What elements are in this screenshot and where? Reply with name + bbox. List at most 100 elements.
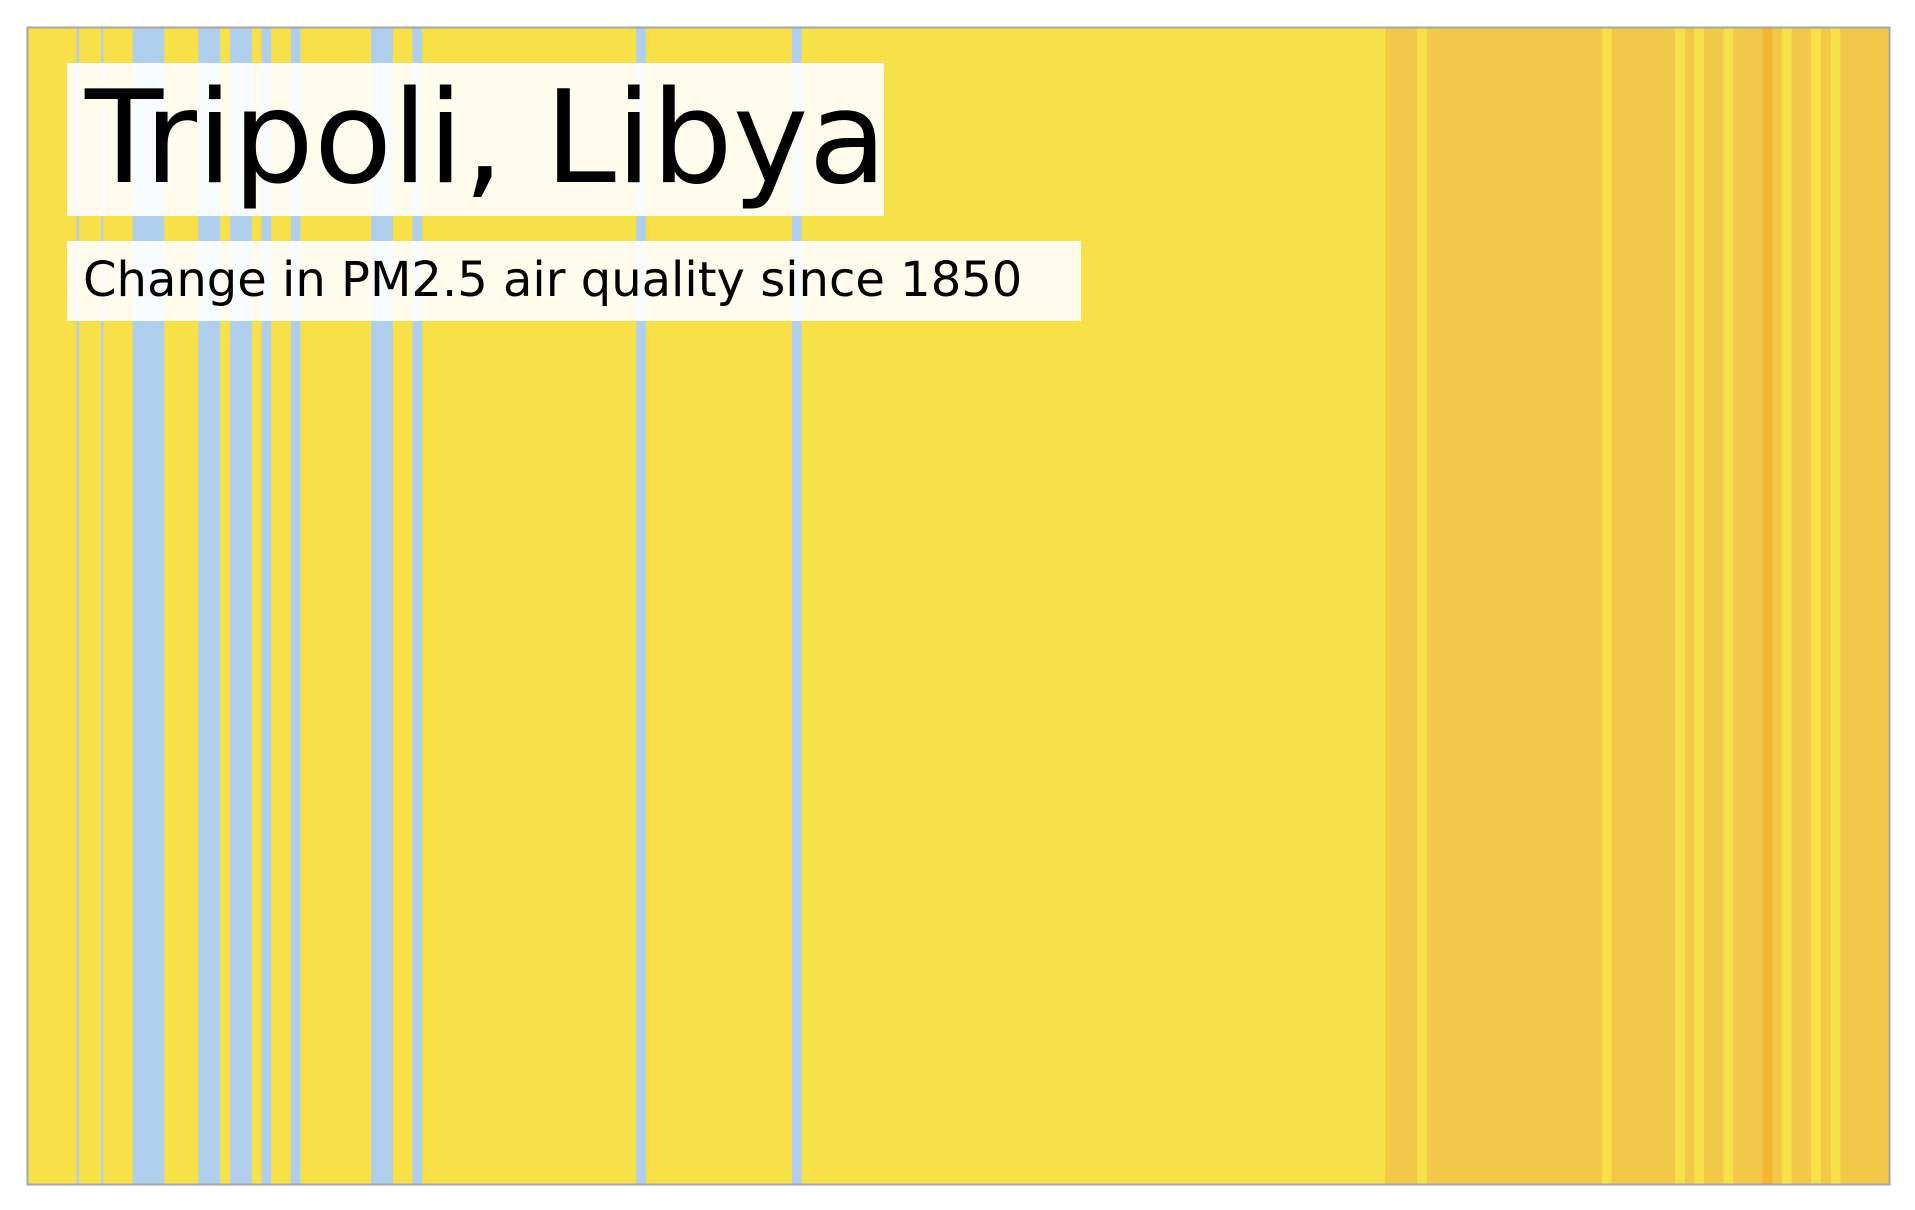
stripe-2130 bbox=[709, 28, 713, 1184]
stripe-2279 bbox=[1071, 28, 1075, 1184]
stripe-2166 bbox=[796, 28, 800, 1184]
stripe-2186 bbox=[845, 28, 849, 1184]
stripe-2019 bbox=[439, 28, 443, 1184]
stripe-1851 bbox=[30, 28, 34, 1184]
stripe-2481 bbox=[1563, 28, 1567, 1184]
stripe-2449 bbox=[1485, 28, 1489, 1184]
stripe-2536 bbox=[1696, 28, 1700, 1184]
stripe-2545 bbox=[1718, 28, 1722, 1184]
stripe-1969 bbox=[317, 28, 321, 1184]
stripe-2495 bbox=[1597, 28, 1601, 1184]
stripe-1963 bbox=[302, 28, 306, 1184]
stripe-2344 bbox=[1229, 28, 1233, 1184]
stripe-2305 bbox=[1134, 28, 1138, 1184]
stripe-2432 bbox=[1443, 28, 1447, 1184]
stripe-1966 bbox=[310, 28, 314, 1184]
stripe-2399 bbox=[1363, 28, 1367, 1184]
stripe-2294 bbox=[1108, 28, 1112, 1184]
stripe-2278 bbox=[1069, 28, 1073, 1184]
stripe-2174 bbox=[816, 28, 820, 1184]
stripe-2047 bbox=[507, 28, 511, 1184]
stripe-2277 bbox=[1066, 28, 1070, 1184]
stripe-2491 bbox=[1587, 28, 1591, 1184]
stripe-2507 bbox=[1626, 28, 1630, 1184]
stripe-2285 bbox=[1086, 28, 1090, 1184]
stripe-2258 bbox=[1020, 28, 1024, 1184]
stripe-2055 bbox=[526, 28, 530, 1184]
stripe-2054 bbox=[524, 28, 528, 1184]
stripe-2063 bbox=[546, 28, 550, 1184]
stripe-2078 bbox=[582, 28, 586, 1184]
stripe-1897 bbox=[142, 28, 146, 1184]
stripe-2255 bbox=[1013, 28, 1017, 1184]
stripe-2167 bbox=[799, 28, 803, 1184]
stripe-2610 bbox=[1876, 28, 1880, 1184]
stripe-2434 bbox=[1448, 28, 1452, 1184]
stripe-2526 bbox=[1672, 28, 1676, 1184]
stripe-1861 bbox=[54, 28, 58, 1184]
stripe-2510 bbox=[1633, 28, 1637, 1184]
stripe-2070 bbox=[563, 28, 567, 1184]
stripe-2595 bbox=[1840, 28, 1844, 1184]
stripe-2534 bbox=[1691, 28, 1695, 1184]
stripe-1975 bbox=[332, 28, 336, 1184]
stripe-2035 bbox=[478, 28, 482, 1184]
stripe-2215 bbox=[915, 28, 919, 1184]
stripe-1976 bbox=[334, 28, 338, 1184]
stripe-2247 bbox=[993, 28, 997, 1184]
stripe-1887 bbox=[118, 28, 122, 1184]
stripe-1991 bbox=[371, 28, 375, 1184]
stripe-2235 bbox=[964, 28, 968, 1184]
stripe-1868 bbox=[71, 28, 75, 1184]
stripe-2222 bbox=[932, 28, 936, 1184]
stripe-2307 bbox=[1139, 28, 1143, 1184]
stripe-2311 bbox=[1149, 28, 1153, 1184]
stripe-2542 bbox=[1711, 28, 1715, 1184]
stripe-2418 bbox=[1409, 28, 1413, 1184]
stripe-2230 bbox=[952, 28, 956, 1184]
stripe-1979 bbox=[341, 28, 345, 1184]
stripe-2057 bbox=[531, 28, 535, 1184]
stripe-2268 bbox=[1044, 28, 1048, 1184]
stripe-2148 bbox=[752, 28, 756, 1184]
stripe-2367 bbox=[1285, 28, 1289, 1184]
stripe-2321 bbox=[1173, 28, 1177, 1184]
stripe-2260 bbox=[1025, 28, 1029, 1184]
stripe-2485 bbox=[1572, 28, 1576, 1184]
stripe-2329 bbox=[1193, 28, 1197, 1184]
stripe-2579 bbox=[1801, 28, 1805, 1184]
stripe-1999 bbox=[390, 28, 394, 1184]
stripe-2582 bbox=[1808, 28, 1812, 1184]
stripe-2261 bbox=[1027, 28, 1031, 1184]
stripe-2594 bbox=[1837, 28, 1841, 1184]
stripe-1968 bbox=[315, 28, 319, 1184]
stripe-2324 bbox=[1181, 28, 1185, 1184]
stripe-2016 bbox=[431, 28, 435, 1184]
stripe-1984 bbox=[353, 28, 358, 1184]
stripe-2251 bbox=[1003, 28, 1007, 1184]
stripe-1854 bbox=[37, 28, 41, 1184]
stripe-1912 bbox=[178, 28, 182, 1184]
stripe-2101 bbox=[638, 28, 642, 1184]
stripe-2306 bbox=[1137, 28, 1141, 1184]
stripe-2578 bbox=[1798, 28, 1803, 1184]
stripe-2338 bbox=[1215, 28, 1219, 1184]
stripe-2228 bbox=[947, 28, 951, 1184]
stripe-2017 bbox=[434, 28, 438, 1184]
stripe-2313 bbox=[1154, 28, 1158, 1184]
stripe-2570 bbox=[1779, 28, 1783, 1184]
stripe-2588 bbox=[1823, 28, 1827, 1184]
stripe-2567 bbox=[1772, 28, 1776, 1184]
stripe-2361 bbox=[1271, 28, 1275, 1184]
stripe-2410 bbox=[1390, 28, 1394, 1184]
stripe-2422 bbox=[1419, 28, 1423, 1184]
stripe-2135 bbox=[721, 28, 725, 1184]
stripe-2451 bbox=[1490, 28, 1494, 1184]
stripe-2327 bbox=[1188, 28, 1192, 1184]
stripe-2386 bbox=[1331, 28, 1335, 1184]
stripe-2600 bbox=[1852, 28, 1856, 1184]
stripe-2291 bbox=[1100, 28, 1104, 1184]
stripe-2365 bbox=[1280, 28, 1284, 1184]
stripe-2254 bbox=[1010, 28, 1014, 1184]
stripe-2229 bbox=[949, 28, 954, 1184]
